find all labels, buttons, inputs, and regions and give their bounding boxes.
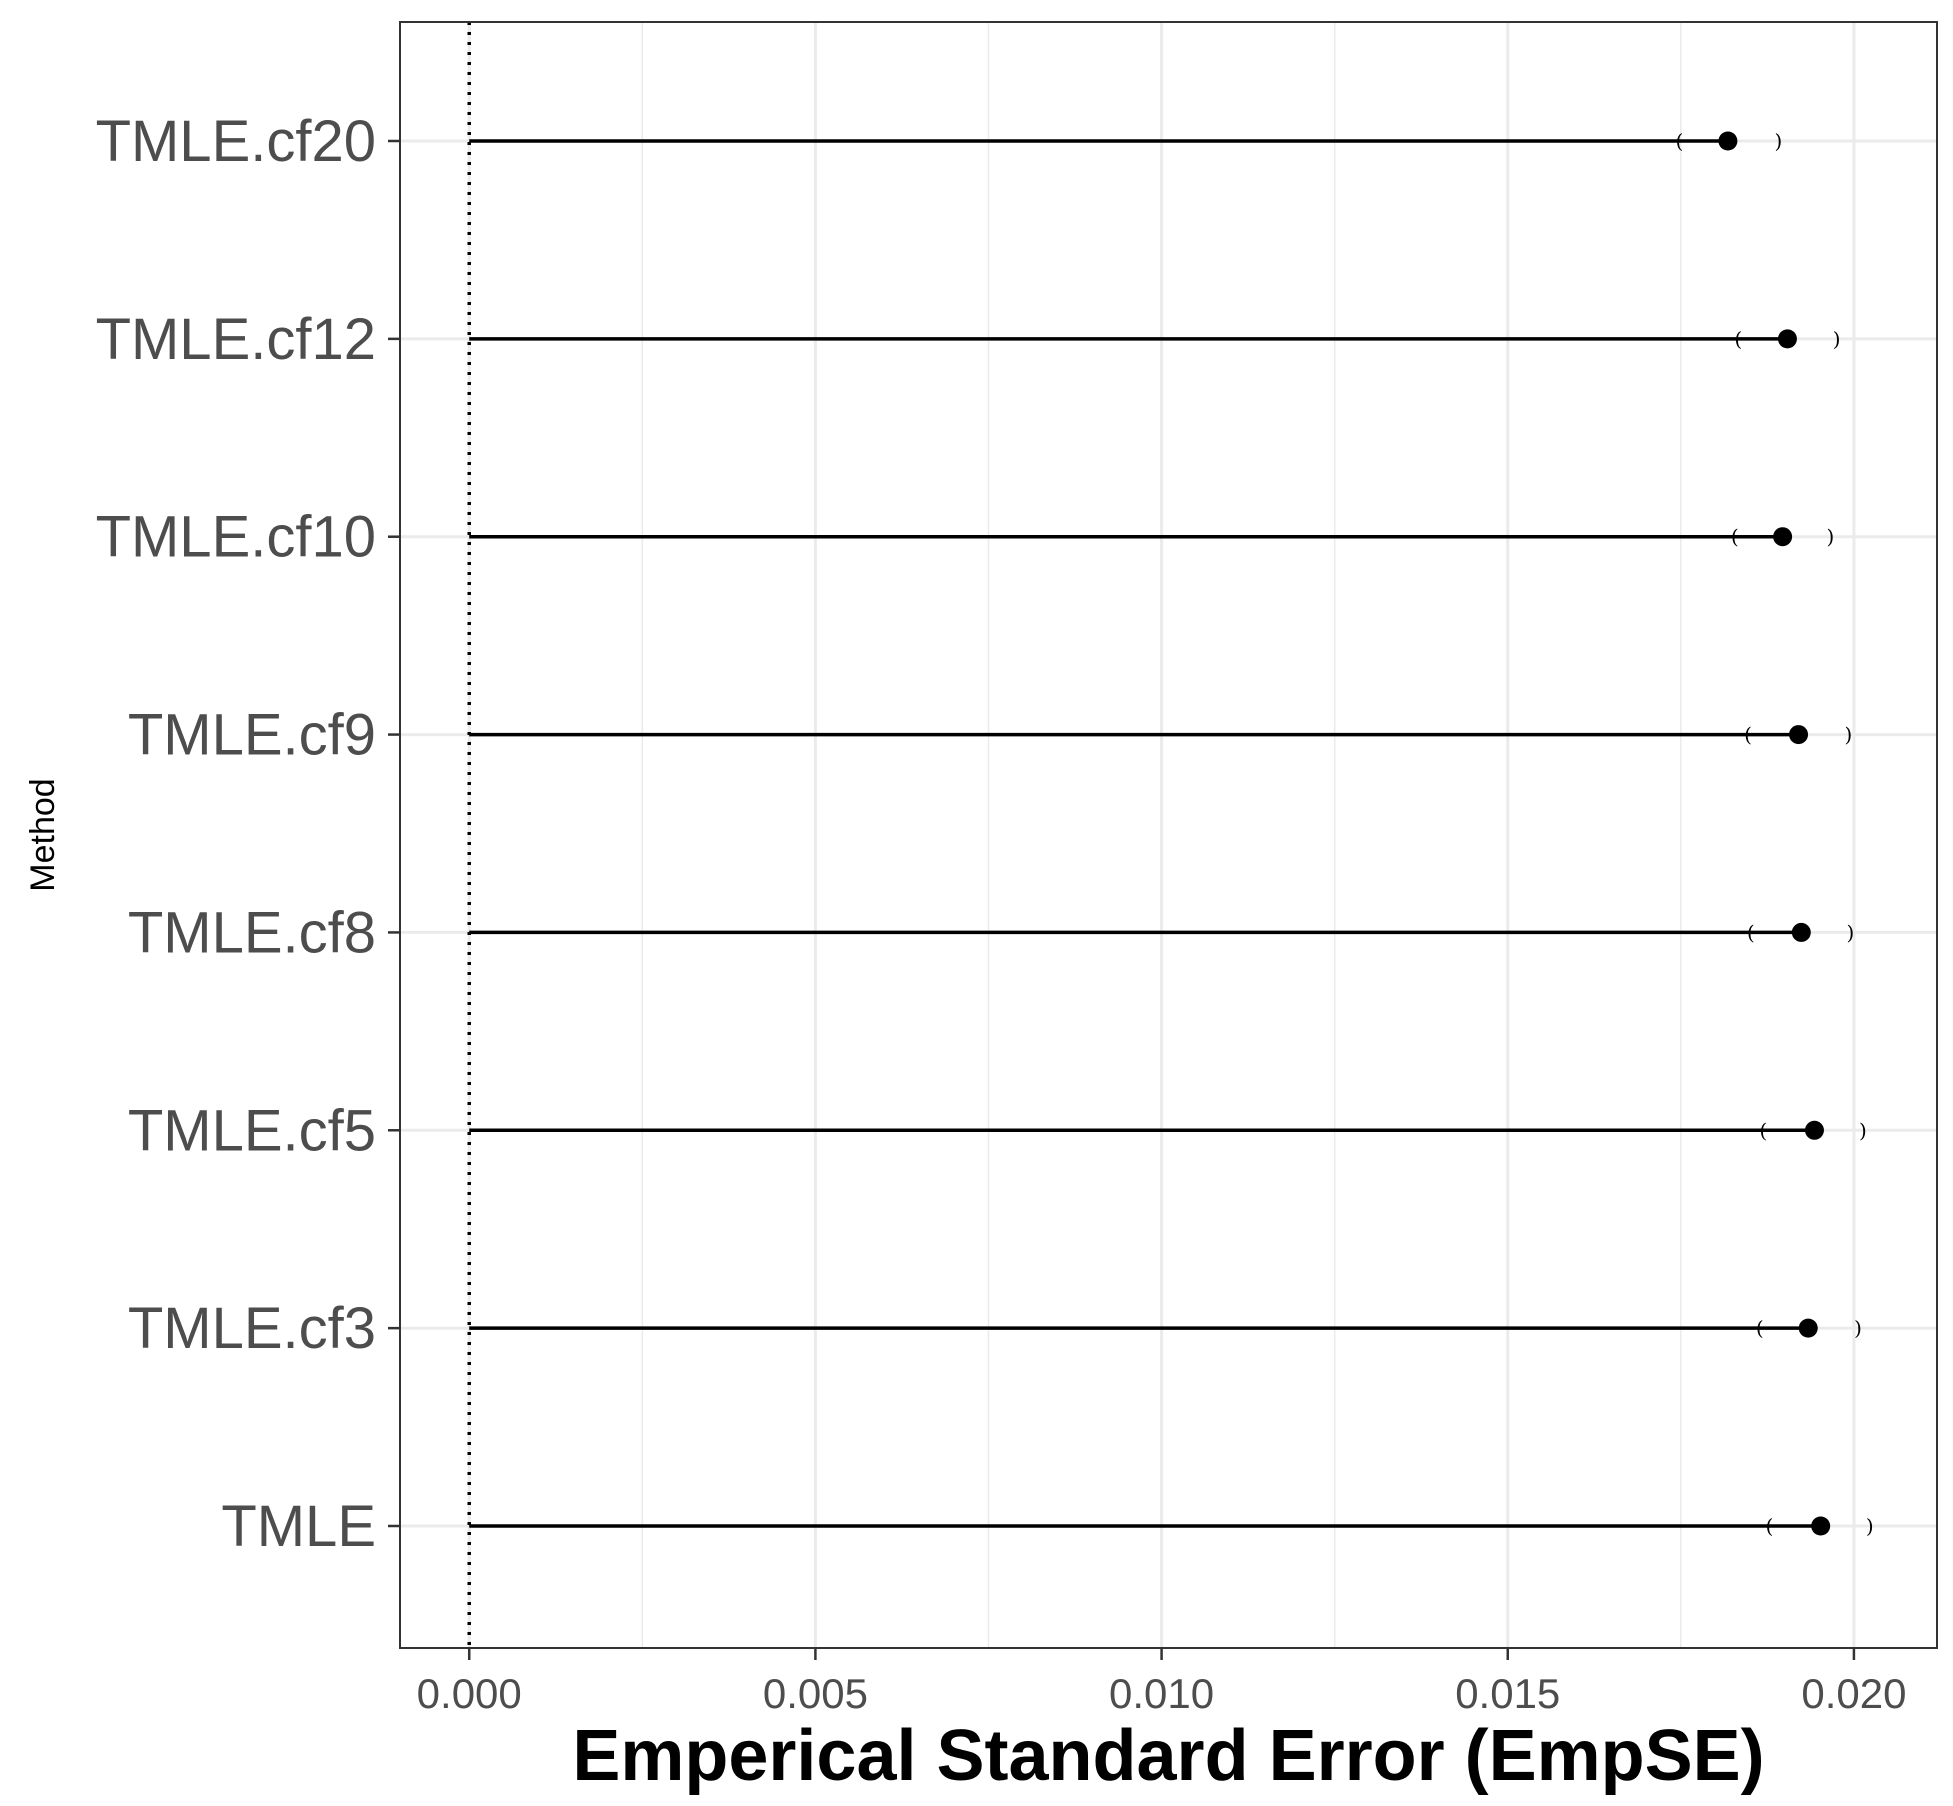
- ci-lower-marker: (: [1731, 525, 1739, 549]
- ci-upper-marker: ): [1833, 327, 1841, 351]
- x-axis-title: Emperical Standard Error (EmpSE): [572, 1716, 1764, 1796]
- x-tick-label: 0.015: [1455, 1670, 1560, 1717]
- x-tick-label: 0.005: [763, 1670, 868, 1717]
- lollipop-point: [1777, 329, 1797, 349]
- ci-upper-marker: ): [1847, 920, 1855, 944]
- y-tick-label: TMLE.cf10: [96, 505, 376, 570]
- y-tick-label: TMLE.cf5: [128, 1098, 376, 1163]
- y-tick-label: TMLE: [221, 1494, 376, 1559]
- lollipop-point: [1718, 131, 1738, 151]
- ci-lower-marker: (: [1734, 327, 1742, 351]
- ci-upper-marker: ): [1826, 525, 1834, 549]
- ci-upper-marker: ): [1775, 129, 1783, 153]
- y-axis: TMLE.cf20 TMLE.cf12 TMLE.cf10 TMLE.cf9 TMLE.…: [96, 109, 400, 1559]
- lollipop-point: [1791, 922, 1811, 942]
- data-marks: () () () () () () () (): [469, 129, 1874, 1538]
- y-tick-label: TMLE.cf8: [128, 900, 376, 965]
- ci-lower-marker: (: [1766, 1514, 1774, 1538]
- y-tick-label: TMLE.cf9: [128, 703, 376, 768]
- x-tick-label: 0.000: [417, 1670, 522, 1717]
- lollipop-point: [1804, 1120, 1824, 1140]
- lollipop-point: [1811, 1516, 1831, 1536]
- ci-upper-marker: ): [1854, 1316, 1862, 1340]
- ci-lower-marker: (: [1759, 1118, 1767, 1142]
- y-tick-label: TMLE.cf3: [128, 1296, 376, 1361]
- ci-lower-marker: (: [1676, 129, 1684, 153]
- y-tick-label: TMLE.cf20: [96, 109, 376, 174]
- ci-lower-marker: (: [1747, 920, 1755, 944]
- ci-upper-marker: ): [1844, 723, 1852, 747]
- ci-upper-marker: ): [1859, 1118, 1867, 1142]
- y-axis-title: Method: [24, 778, 62, 891]
- y-tick-label: TMLE.cf12: [96, 307, 376, 372]
- ci-lower-marker: (: [1744, 723, 1752, 747]
- x-tick-label: 0.020: [1801, 1670, 1906, 1717]
- lollipop-point: [1773, 527, 1793, 547]
- x-tick-label: 0.010: [1109, 1670, 1214, 1717]
- ci-upper-marker: ): [1866, 1514, 1874, 1538]
- lollipop-point: [1798, 1318, 1818, 1338]
- x-axis: 0.000 0.005 0.010 0.015 0.020: [417, 1648, 1906, 1717]
- lollipop-point: [1789, 725, 1809, 745]
- ci-lower-marker: (: [1756, 1316, 1764, 1340]
- panel-border: [399, 21, 1938, 1649]
